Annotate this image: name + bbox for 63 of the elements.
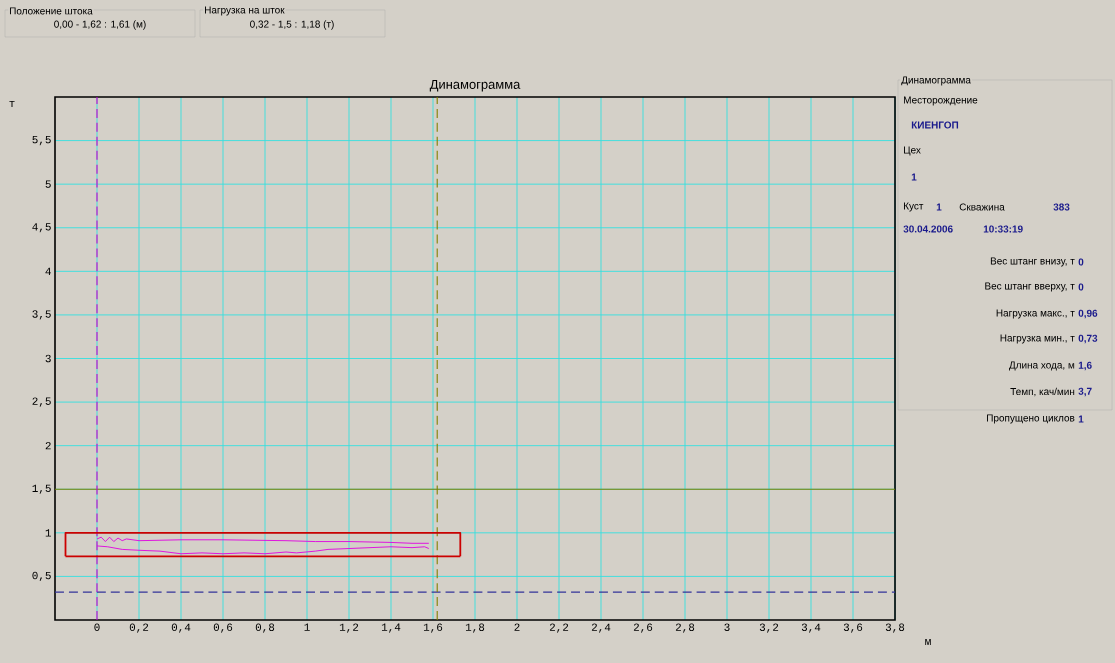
text: 10:33:19 [983, 225, 1023, 233]
x-tick-label: 1,4 [381, 623, 401, 633]
x-tick-label: 1,6 [423, 623, 443, 633]
text: Темп, кач/мин [1010, 387, 1075, 397]
x-tick-label: 0,8 [255, 623, 275, 633]
x-tick-label: 1,2 [339, 623, 359, 633]
text: Вес штанг вверху, т [985, 282, 1075, 292]
text: Цех [904, 146, 921, 156]
text: Нагрузка на шток [205, 6, 285, 16]
x-tick-label: 2 [514, 623, 520, 631]
text: 0,32 - 1,5 : 1,18 (т) [250, 20, 334, 30]
text: 1 [1078, 415, 1084, 423]
text: 0 [1078, 283, 1084, 291]
y-tick-label: 3,5 [32, 310, 51, 320]
x-tick-label: 1,8 [465, 623, 485, 633]
chart-title: Динамограмма [429, 79, 521, 92]
x-tick-label: 0,6 [213, 623, 233, 633]
y-tick-label: 5 [45, 180, 51, 188]
text: Длина хода, м [1009, 361, 1075, 371]
x-tick-label: 3,2 [759, 623, 779, 633]
y-tick-label: 1,5 [32, 484, 51, 494]
x-tick-label: 3,6 [843, 623, 863, 633]
x-tick-label: 3 [724, 623, 730, 631]
y-axis-title: т [9, 101, 15, 107]
x-tick-label: 2,4 [591, 623, 611, 633]
text: Динамограмма [901, 76, 971, 86]
x-tick-label: 3,4 [801, 623, 821, 633]
text: КИЕНГОП [911, 121, 959, 129]
x-tick-label: 0 [94, 623, 100, 631]
x-tick-label: 2,8 [675, 623, 695, 633]
y-tick-label: 0,5 [32, 571, 51, 582]
y-tick-label: 5,5 [32, 136, 51, 146]
text: 0 [1078, 258, 1084, 266]
text: Скважина [959, 203, 1005, 211]
text: Нагрузка макс., т [996, 309, 1075, 319]
text: 1,6 [1078, 361, 1092, 371]
y-tick-label: 2,5 [32, 397, 51, 407]
x-tick-label: 2,2 [549, 623, 569, 633]
y-tick-label: 2 [45, 442, 51, 450]
text: Вес штанг внизу, т [990, 257, 1075, 267]
x-tick-label: 3,8 [885, 623, 905, 633]
text: Куст [904, 202, 924, 212]
y-tick-label: 4 [45, 267, 51, 275]
y-tick-label: 1 [45, 529, 51, 537]
x-tick-label: 0,2 [129, 623, 149, 633]
x-tick-label: 2,6 [633, 623, 653, 633]
text: Месторождение [904, 96, 978, 106]
text: 1 [911, 173, 917, 181]
text: 30.04.2006 [903, 225, 953, 233]
text: Нагрузка мин., т [1000, 334, 1075, 344]
text: Положение штока [9, 7, 93, 15]
y-tick-label: 4,5 [32, 223, 51, 233]
text: 3,7 [1078, 387, 1092, 397]
y-tick-label: 3 [45, 354, 51, 363]
x-tick-label: 1 [304, 623, 310, 631]
text: 0,73 [1078, 334, 1098, 344]
text: 1 [936, 203, 942, 211]
x-tick-label: 0,4 [171, 623, 191, 633]
text: Пропущено циклов [987, 414, 1075, 424]
x-axis-title: м [925, 639, 931, 645]
text: 0,00 - 1,62 : 1,61 (м) [54, 20, 146, 30]
text: 0,96 [1078, 309, 1098, 319]
text: 383 [1053, 203, 1070, 211]
